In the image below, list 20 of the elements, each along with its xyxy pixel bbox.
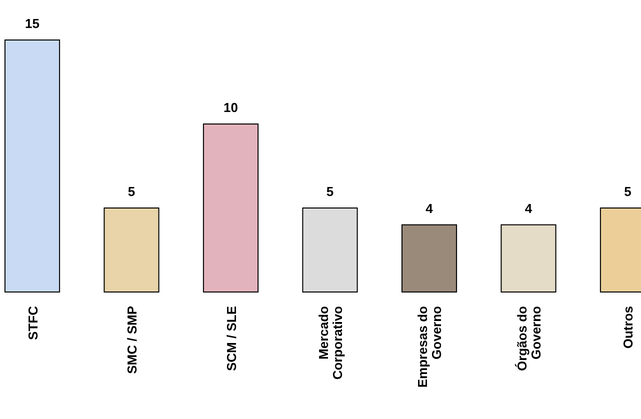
data-label: 4	[524, 200, 533, 216]
x-tick-label: STFC	[25, 305, 40, 340]
x-tick-label: SCM / SLE	[224, 306, 239, 372]
x-tick-label: Outros	[620, 306, 636, 349]
x-tick-label: Mercado Corporativo	[316, 306, 345, 380]
data-label: 4	[426, 200, 434, 216]
bar	[500, 224, 556, 292]
x-tick-label: Órgãos do Governo	[514, 306, 544, 372]
bar	[202, 124, 259, 292]
x-tick-label: SMC / SMP	[124, 306, 140, 374]
bar	[104, 208, 160, 292]
data-label: 5	[128, 184, 136, 199]
data-label: 5	[326, 184, 334, 199]
bar	[4, 40, 60, 292]
data-label: 5	[624, 184, 632, 199]
data-label: 15	[25, 16, 40, 31]
bar	[302, 208, 358, 292]
bar	[401, 224, 458, 292]
x-tick-label: Empresas do Governo	[415, 306, 444, 388]
data-label: 10	[224, 100, 238, 115]
